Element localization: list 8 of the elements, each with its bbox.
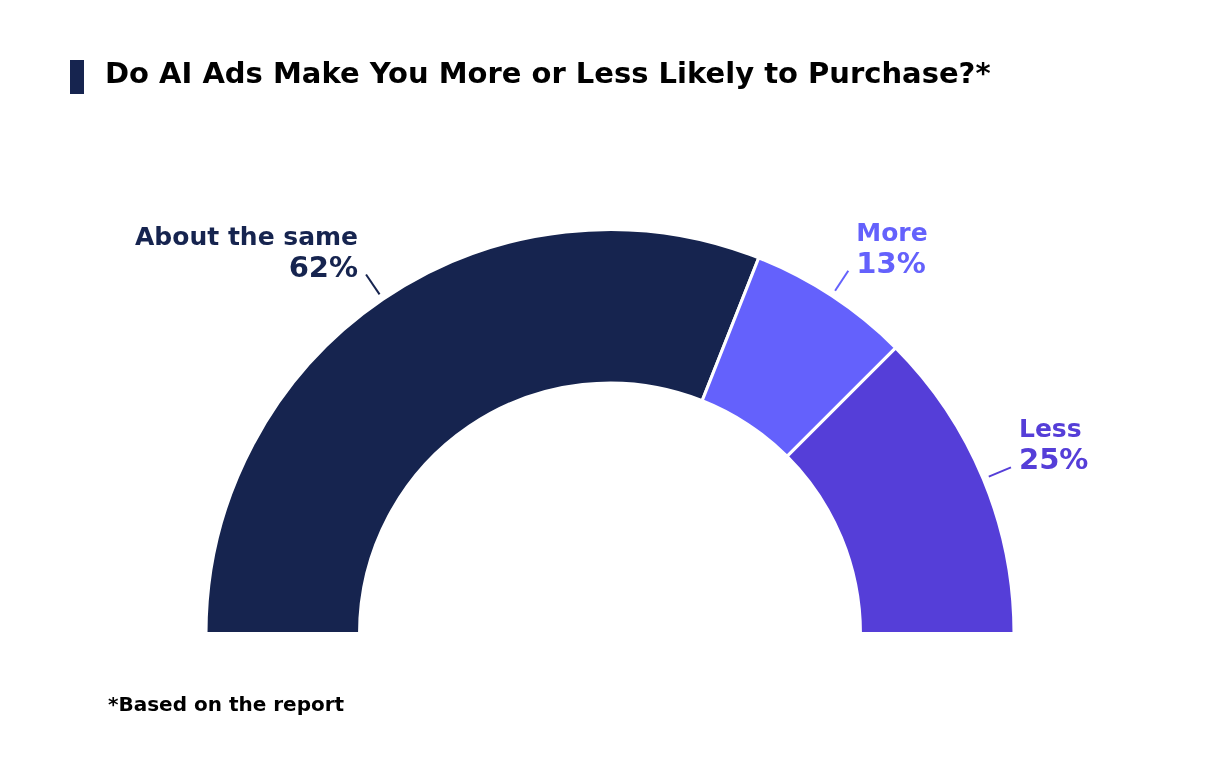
chart-title: Do AI Ads Make You More or Less Likely to Purchase?*: [105, 56, 991, 90]
data-label: 25%: [1018, 442, 1089, 477]
slice-label: Less: [1018, 414, 1082, 444]
data-label: 13%: [856, 245, 926, 280]
text: *Based on the report: [108, 692, 345, 716]
slice-label: About the same: [135, 221, 359, 251]
slice-label: More: [856, 217, 928, 247]
data-label: 62%: [288, 249, 359, 284]
